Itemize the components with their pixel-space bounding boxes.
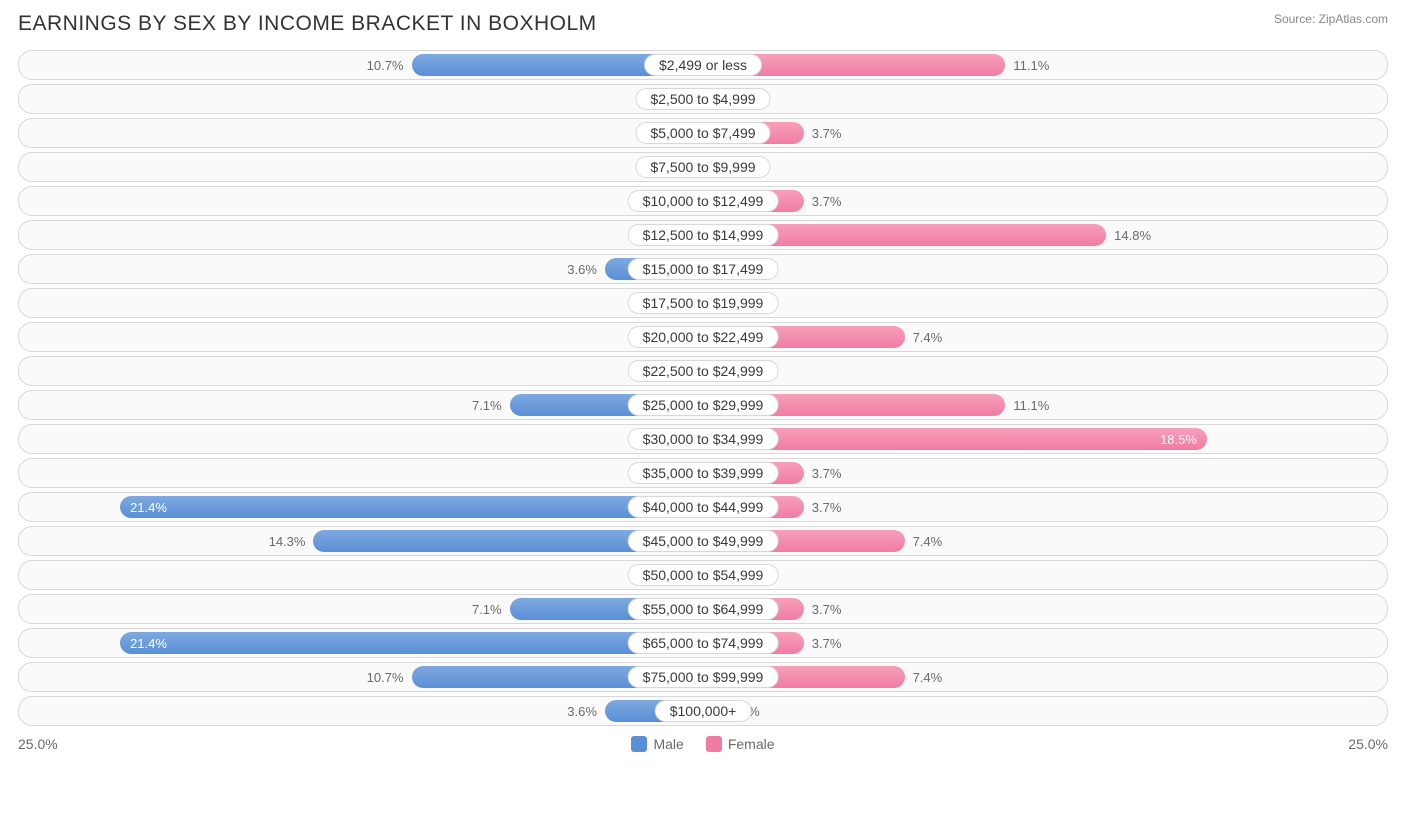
category-pill: $100,000+ — [655, 700, 752, 722]
chart-row: 7.1% 3.7% $55,000 to $64,999 — [18, 594, 1388, 624]
legend-male: Male — [631, 736, 683, 752]
category-pill: $15,000 to $17,499 — [628, 258, 779, 280]
chart-row: 0.0%18.5%$30,000 to $34,999 — [18, 424, 1388, 454]
category-pill: $65,000 to $74,999 — [628, 632, 779, 654]
female-value-label: 14.8% — [1114, 228, 1151, 243]
male-value-label: 3.6% — [567, 262, 597, 277]
chart-row: 3.6%0.0%$15,000 to $17,499 — [18, 254, 1388, 284]
chart-row: 0.0%3.7%$5,000 to $7,499 — [18, 118, 1388, 148]
category-pill: $10,000 to $12,499 — [628, 190, 779, 212]
female-value-label: 11.1% — [1013, 398, 1049, 413]
category-pill: $17,500 to $19,999 — [628, 292, 779, 314]
category-pill: $25,000 to $29,999 — [628, 394, 779, 416]
category-pill: $55,000 to $64,999 — [628, 598, 779, 620]
category-pill: $50,000 to $54,999 — [628, 564, 779, 586]
category-pill: $30,000 to $34,999 — [628, 428, 779, 450]
legend-female-label: Female — [728, 736, 775, 752]
category-pill: $20,000 to $22,499 — [628, 326, 779, 348]
chart-row: 14.3% 7.4% $45,000 to $49,999 — [18, 526, 1388, 556]
chart-row: 0.0%3.7%$35,000 to $39,999 — [18, 458, 1388, 488]
male-value-label: 7.1% — [472, 398, 502, 413]
female-value-label: 3.7% — [812, 602, 842, 617]
female-value-label: 11.1% — [1013, 58, 1049, 73]
chart-row: 7.1% 11.1% $25,000 to $29,999 — [18, 390, 1388, 420]
female-swatch-icon — [706, 736, 722, 752]
male-value-label: 10.7% — [367, 58, 404, 73]
diverging-bar-chart: 10.7% 11.1% $2,499 or less 0.0%0.0%$2,500 t… — [18, 50, 1388, 726]
chart-row: 0.0%0.0%$17,500 to $19,999 — [18, 288, 1388, 318]
female-value-label: 3.7% — [812, 194, 842, 209]
chart-row: 0.0%14.8%$12,500 to $14,999 — [18, 220, 1388, 250]
male-bar — [120, 632, 703, 654]
category-pill: $40,000 to $44,999 — [628, 496, 779, 518]
female-value-label: 7.4% — [913, 534, 943, 549]
category-pill: $75,000 to $99,999 — [628, 666, 779, 688]
axis-left-max: 25.0% — [18, 736, 58, 752]
male-bar — [120, 496, 703, 518]
chart-row: 0.0%0.0%$22,500 to $24,999 — [18, 356, 1388, 386]
chart-row: 0.0%3.7%$10,000 to $12,499 — [18, 186, 1388, 216]
female-value-label: 3.7% — [812, 466, 842, 481]
chart-row: 21.4% 3.7% $65,000 to $74,999 — [18, 628, 1388, 658]
female-value-label: 3.7% — [812, 636, 842, 651]
chart-title: EARNINGS BY SEX BY INCOME BRACKET IN BOX… — [18, 12, 597, 36]
chart-row: 0.0%0.0%$2,500 to $4,999 — [18, 84, 1388, 114]
chart-row: 0.0%0.0%$7,500 to $9,999 — [18, 152, 1388, 182]
male-value-label: 14.3% — [269, 534, 306, 549]
female-value-label: 18.5% — [1160, 432, 1197, 447]
category-pill: $22,500 to $24,999 — [628, 360, 779, 382]
female-value-label: 7.4% — [913, 670, 943, 685]
legend-male-label: Male — [653, 736, 683, 752]
male-value-label: 3.6% — [567, 704, 597, 719]
male-swatch-icon — [631, 736, 647, 752]
axis-right-max: 25.0% — [1348, 736, 1388, 752]
female-bar — [703, 428, 1207, 450]
chart-row: 10.7% 11.1% $2,499 or less — [18, 50, 1388, 80]
category-pill: $2,500 to $4,999 — [635, 88, 770, 110]
category-pill: $45,000 to $49,999 — [628, 530, 779, 552]
male-value-label: 10.7% — [367, 670, 404, 685]
chart-row: 21.4% 3.7% $40,000 to $44,999 — [18, 492, 1388, 522]
male-value-label: 7.1% — [472, 602, 502, 617]
category-pill: $12,500 to $14,999 — [628, 224, 779, 246]
chart-row: 0.0%7.4%$20,000 to $22,499 — [18, 322, 1388, 352]
category-pill: $2,499 or less — [644, 54, 762, 76]
category-pill: $35,000 to $39,999 — [628, 462, 779, 484]
source-attribution: Source: ZipAtlas.com — [1274, 12, 1388, 26]
chart-row: 0.0%0.0%$50,000 to $54,999 — [18, 560, 1388, 590]
legend-female: Female — [706, 736, 775, 752]
female-value-label: 3.7% — [812, 126, 842, 141]
male-value-label: 21.4% — [130, 636, 167, 651]
chart-row: 3.6%0.0%$100,000+ — [18, 696, 1388, 726]
male-value-label: 21.4% — [130, 500, 167, 515]
category-pill: $7,500 to $9,999 — [635, 156, 770, 178]
chart-row: 10.7% 7.4% $75,000 to $99,999 — [18, 662, 1388, 692]
female-value-label: 7.4% — [913, 330, 943, 345]
category-pill: $5,000 to $7,499 — [635, 122, 770, 144]
female-value-label: 3.7% — [812, 500, 842, 515]
legend: Male Female — [631, 736, 774, 752]
